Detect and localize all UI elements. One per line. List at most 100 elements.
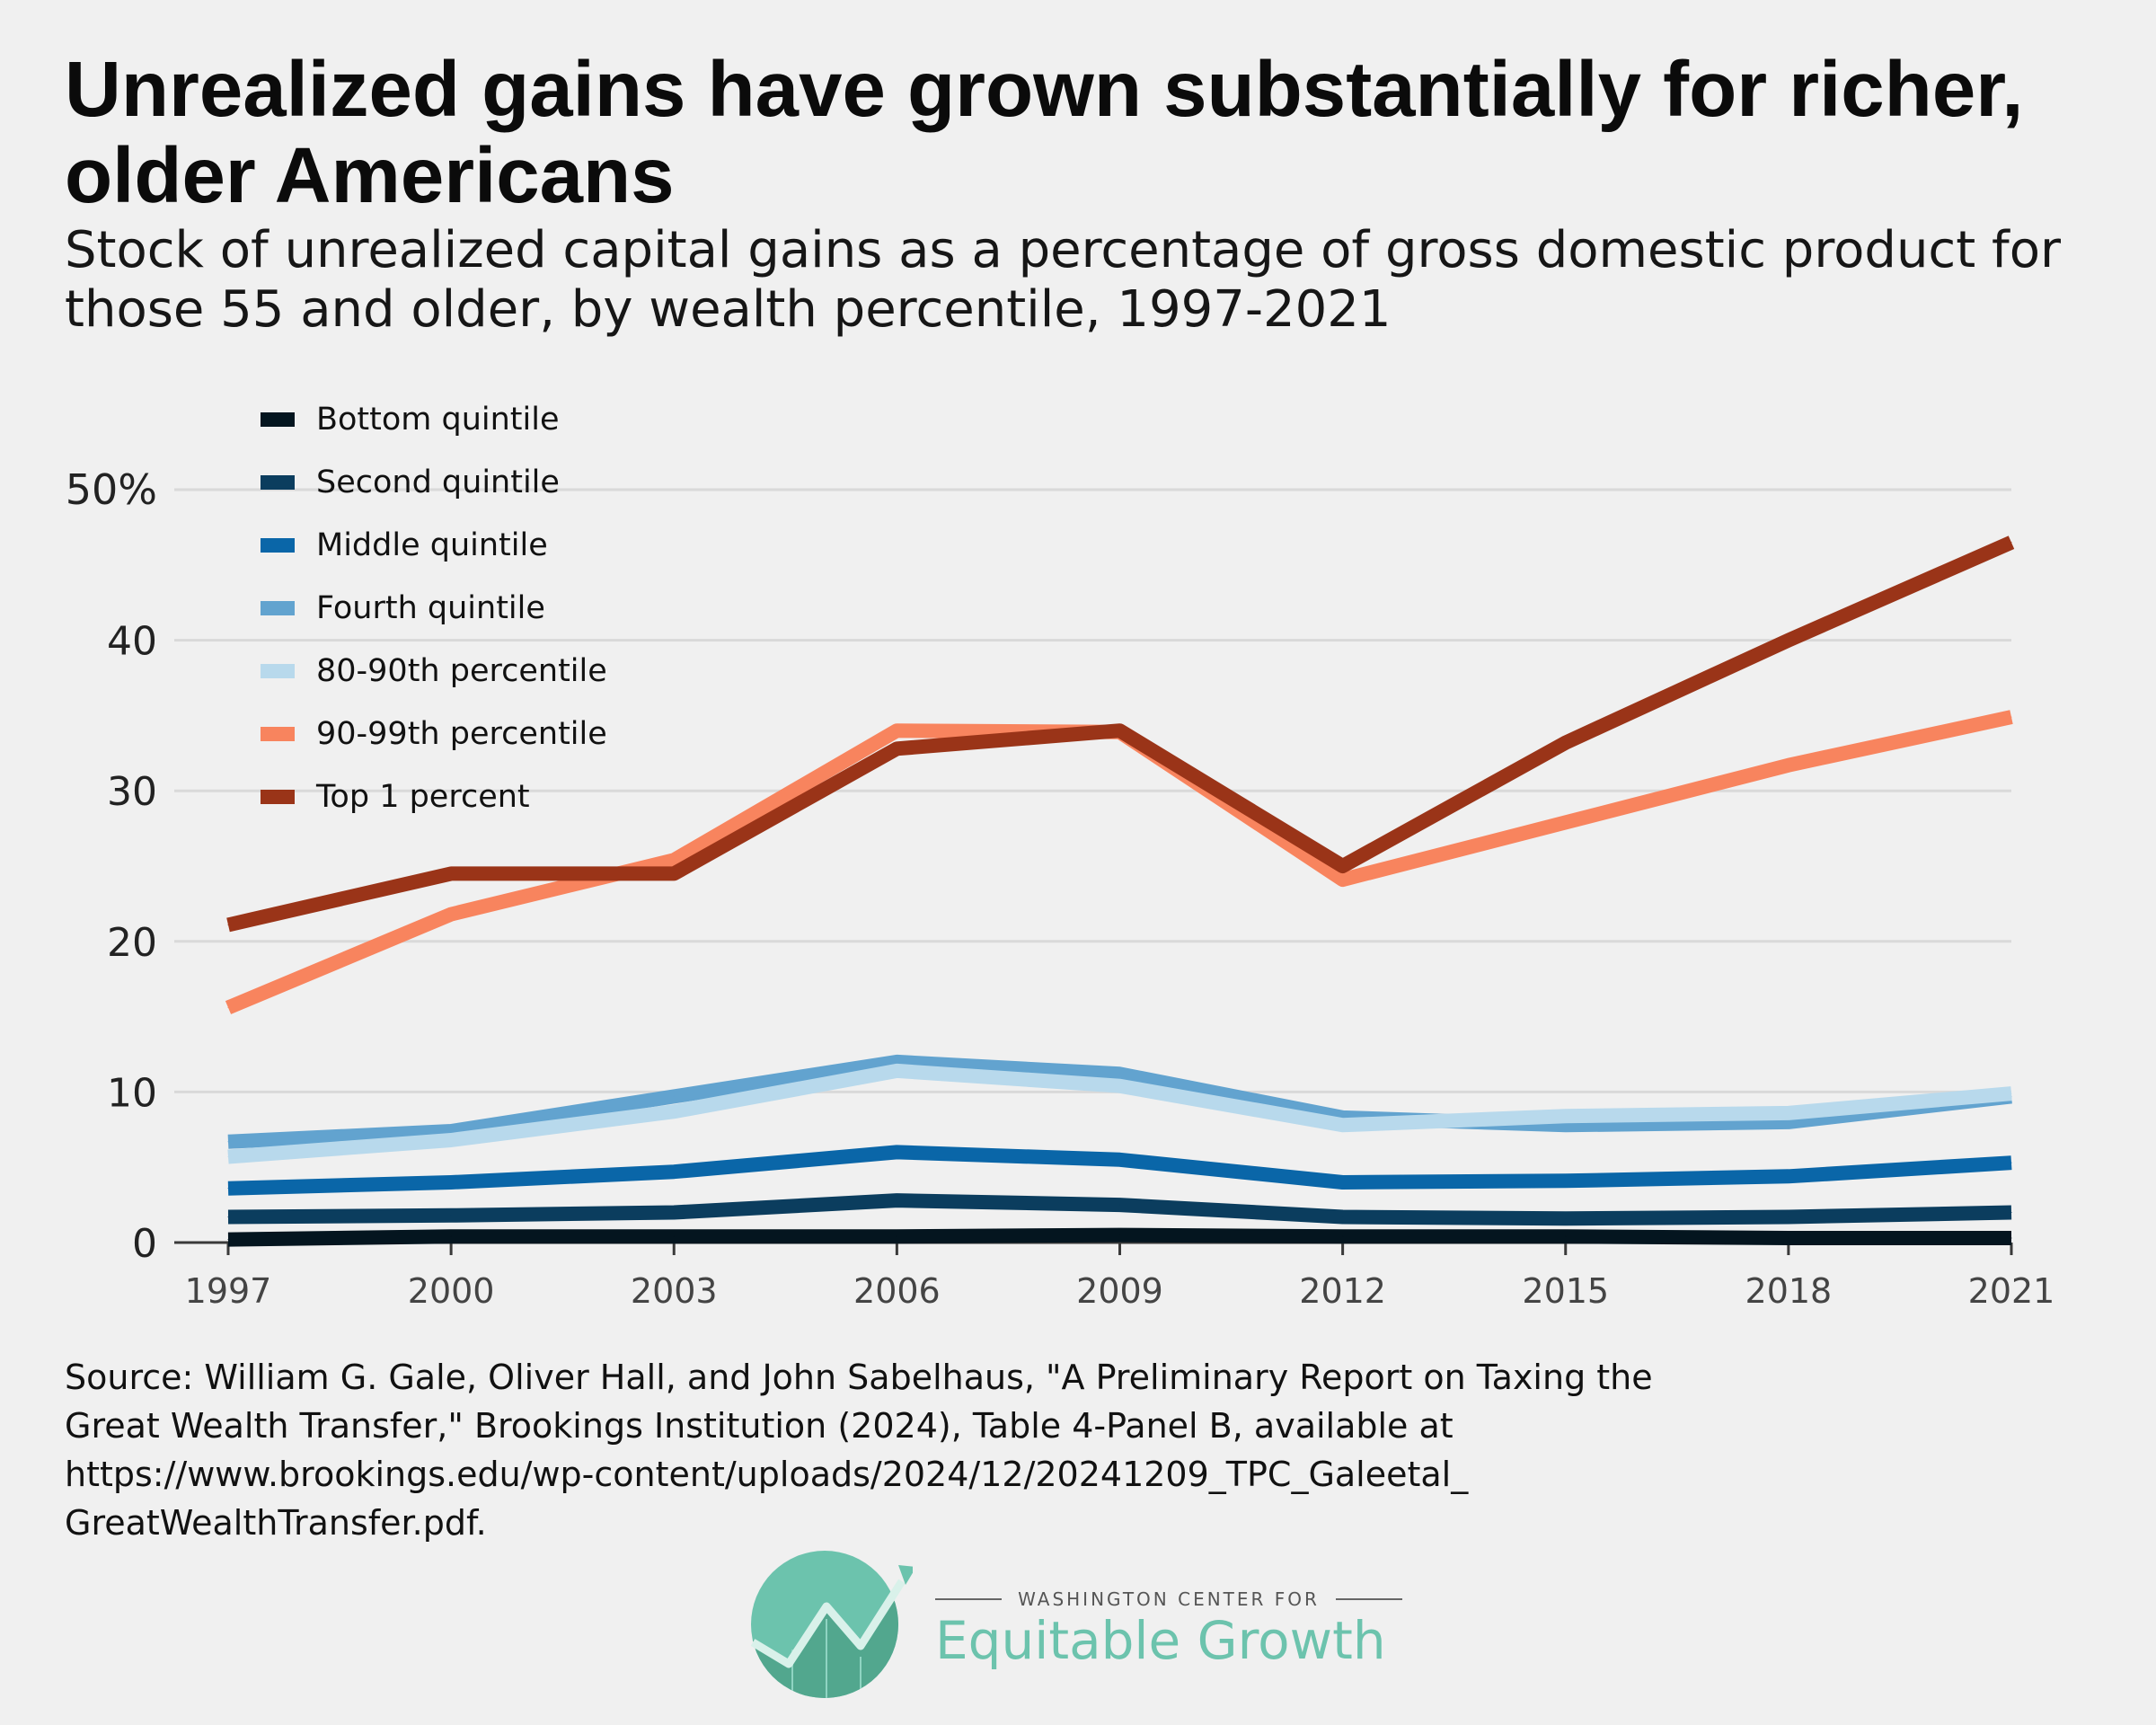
data-point-bottom-quintile [227,1239,229,1241]
data-point-bottom-quintile [450,1235,452,1237]
data-point-80-90th-percentile [1342,1124,1344,1126]
legend-swatch [261,601,295,615]
data-point-80-90th-percentile [2010,1092,2012,1094]
legend-label: Second quintile [316,464,560,500]
source-line: Great Wealth Transfer," Brookings Instit… [65,1406,1454,1446]
y-tick-label: 40 [107,619,157,665]
data-point-90-99th-percentile [1565,821,1567,823]
legend-swatch [261,727,295,741]
x-tick-label: 2000 [408,1271,495,1311]
data-point-80-90th-percentile [227,1155,229,1157]
data-point-bottom-quintile [1565,1235,1567,1237]
series-line-80-90th-percentile [227,1063,2012,1164]
legend-label: Bottom quintile [316,402,560,438]
brand-logo: WASHINGTON CENTER FOR Equitable Growth [751,1542,1416,1703]
data-point-middle-quintile [227,1188,229,1190]
data-point-fourth-quintile [1119,1073,1120,1075]
data-point-second-quintile [673,1211,675,1213]
data-point-80-90th-percentile [1788,1112,1789,1114]
data-point-bottom-quintile [1342,1235,1344,1237]
y-tick-label: 20 [107,920,157,966]
data-point-fourth-quintile [673,1095,675,1097]
brand-name: Equitable Growth [935,1610,1386,1671]
legend-swatch [261,790,295,804]
legend-item: Bottom quintile [261,388,607,451]
chart-subtitle: Stock of unrealized capital gains as a p… [65,221,2061,339]
data-point-second-quintile [1342,1216,1344,1218]
x-tick-label: 2021 [1968,1271,2055,1311]
legend-item: Second quintile [261,451,607,514]
data-point-middle-quintile [1119,1159,1120,1161]
data-point-80-90th-percentile [673,1110,675,1112]
data-point-second-quintile [1788,1216,1789,1218]
data-point-second-quintile [1119,1204,1120,1206]
legend-item: Fourth quintile [261,577,607,640]
brand-top-text: WASHINGTON CENTER FOR [1018,1588,1320,1610]
chart-legend: Bottom quintile Second quintile Middle qui… [261,388,607,828]
data-point-second-quintile [1565,1217,1567,1219]
data-point-second-quintile [450,1215,452,1216]
legend-swatch [261,412,295,427]
data-point-middle-quintile [450,1181,452,1183]
legend-label: Middle quintile [316,527,548,563]
y-tick-label: 10 [107,1070,157,1116]
data-point-second-quintile [2010,1211,2012,1213]
equitable-growth-logo-icon [751,1551,913,1698]
series-line-middle-quintile [227,1145,2012,1196]
source-line: https://www.brookings.edu/wp-content/upl… [65,1455,1469,1494]
x-tick-label: 2009 [1076,1271,1163,1311]
legend-label: Fourth quintile [316,590,545,626]
data-point-90-99th-percentile [673,859,675,861]
legend-item: 80-90th percentile [261,640,607,703]
data-point-90-99th-percentile [2010,716,2012,718]
data-point-middle-quintile [1342,1181,1344,1183]
series-line-second-quintile [227,1193,2012,1226]
data-point-90-99th-percentile [450,914,452,916]
data-point-bottom-quintile [1788,1237,1789,1239]
data-point-fourth-quintile [450,1130,452,1132]
source-line: GreatWealthTransfer.pdf. [65,1503,487,1543]
legend-label: 90-99th percentile [316,716,607,752]
source-note: Source: William G. Gale, Oliver Hall, an… [65,1353,2095,1547]
x-tick-label: 2006 [853,1271,941,1311]
data-point-top-1-percent [1788,640,1789,641]
x-tick-label: 2018 [1745,1271,1833,1311]
data-point-fourth-quintile [1565,1124,1567,1126]
legend-swatch [261,475,295,490]
y-tick-label: 30 [107,769,157,815]
data-point-top-1-percent [227,924,229,925]
y-tick-label: 50% [66,465,157,514]
data-point-top-1-percent [2010,542,2012,544]
chart-title: Unrealized gains have grown substantiall… [65,46,2024,219]
legend-item: Middle quintile [261,514,607,577]
data-point-top-1-percent [673,872,675,874]
x-tick-label: 2003 [631,1271,718,1311]
data-point-top-1-percent [1342,865,1344,867]
x-tick-label: 1997 [185,1271,272,1311]
legend-label: 80-90th percentile [316,653,607,689]
data-point-80-90th-percentile [1565,1115,1567,1117]
data-point-90-99th-percentile [227,1007,229,1009]
data-point-fourth-quintile [1788,1121,1789,1123]
data-point-bottom-quintile [1119,1234,1120,1236]
data-point-bottom-quintile [673,1235,675,1237]
y-tick-label: 0 [132,1221,157,1267]
x-tick-label: 2015 [1522,1271,1609,1311]
data-point-top-1-percent [450,872,452,874]
line-chart: 0 10 20 30 40 50% 1997 2000 2003 2006 2009 2012 2015… [66,465,2055,1311]
data-point-middle-quintile [1788,1175,1789,1177]
data-point-top-1-percent [1565,742,1567,744]
legend-swatch [261,538,295,553]
series-line-bottom-quintile [227,1227,2011,1247]
legend-item: Top 1 percent [261,765,607,828]
data-point-80-90th-percentile [450,1139,452,1141]
legend-swatch [261,664,295,678]
data-point-80-90th-percentile [1119,1085,1120,1087]
data-point-bottom-quintile [2010,1237,2012,1239]
legend-label: Top 1 percent [316,779,530,815]
source-line: Source: William G. Gale, Oliver Hall, an… [65,1358,1653,1397]
legend-item: 90-99th percentile [261,703,607,765]
data-point-top-1-percent [1119,730,1120,731]
brand-tagline: WASHINGTON CENTER FOR [935,1588,1402,1610]
data-point-second-quintile [227,1216,229,1218]
